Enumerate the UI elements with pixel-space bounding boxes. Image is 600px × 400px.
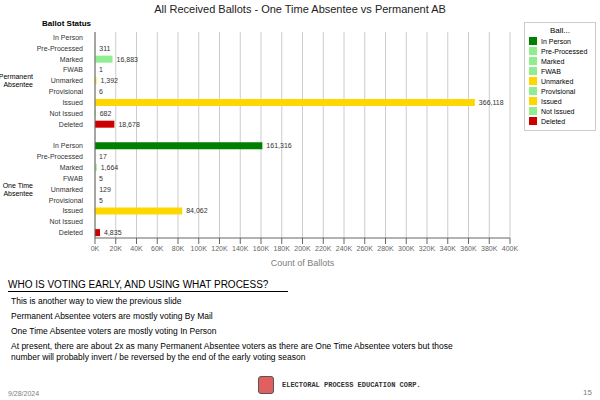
svg-text:161,316: 161,316 [266,142,291,149]
svg-text:280K: 280K [377,245,394,252]
svg-text:16,883: 16,883 [117,56,139,63]
svg-text:311: 311 [99,45,110,52]
svg-text:140K: 140K [232,245,249,252]
svg-text:240K: 240K [336,245,353,252]
html-text:Ballot Status: Ballot Status [42,19,91,28]
svg-text:100K: 100K [191,245,208,252]
svg-text:Not Issued: Not Issued [50,218,84,225]
html-text:Not Issued: Not Issued [541,107,575,115]
svg-text:129: 129 [99,186,111,193]
html-text:Ball...: Ball... [550,26,570,35]
svg-text:380K: 380K [481,245,498,252]
svg-text:Unmarked: Unmarked [51,77,83,84]
svg-text:Absentee: Absentee [8,81,33,88]
html-text:Unmarked: Unmarked [541,77,574,85]
svg-text:18,678: 18,678 [118,121,140,128]
svg-text:200K: 200K [294,245,311,252]
svg-text:Count of Ballots: Count of Ballots [271,258,335,268]
svg-text:5: 5 [99,197,103,204]
svg-text:Not Issued: Not Issued [50,110,84,117]
svg-text:180K: 180K [274,245,291,252]
svg-text:340K: 340K [440,245,457,252]
html-text:This is another way to view th: This is another way to view the previous… [11,296,182,306]
svg-text:Issued: Issued [62,99,83,106]
html-text:In Person: In Person [541,37,571,45]
svg-text:220K: 220K [315,245,332,252]
svg-text:Marked: Marked [60,164,83,171]
svg-text:Absentee: Absentee [8,190,33,197]
svg-text:260K: 260K [357,245,374,252]
svg-text:FWAB: FWAB [63,66,83,73]
html-text:At present, there are about 2x: At present, there are about 2x as many P… [11,341,453,362]
svg-text:20K: 20K [110,245,123,252]
svg-text:FWAB: FWAB [63,175,83,182]
svg-text:4,835: 4,835 [104,229,122,236]
svg-text:682: 682 [100,110,112,117]
svg-text:Unmarked: Unmarked [51,186,83,193]
html-text:WHO IS VOTING EARLY, AND USING: WHO IS VOTING EARLY, AND USING WHAT PROC… [8,279,269,290]
html-text:FWAB: FWAB [541,67,561,75]
svg-text:300K: 300K [398,245,415,252]
svg-text:60K: 60K [151,245,164,252]
svg-text:Pre-Processed: Pre-Processed [37,45,83,52]
html-text:Provisional: Provisional [541,87,576,95]
svg-text:120K: 120K [211,245,228,252]
svg-text:80K: 80K [172,245,185,252]
svg-text:Issued: Issued [62,207,83,214]
html-text:Issued: Issued [541,97,562,105]
svg-text:6: 6 [99,88,103,95]
svg-text:160K: 160K [253,245,270,252]
html-text:Deleted: Deleted [541,117,566,125]
svg-text:1: 1 [99,66,103,73]
svg-text:1,664: 1,664 [101,164,119,171]
svg-text:5: 5 [99,175,103,182]
svg-text:Deleted: Deleted [59,121,83,128]
svg-text:In Person: In Person [53,142,83,149]
svg-text:Deleted: Deleted [59,229,83,236]
svg-text:Provisional: Provisional [49,197,84,204]
html-text:15: 15 [583,388,592,397]
svg-text:One Time: One Time [8,182,33,189]
svg-text:Provisional: Provisional [49,88,84,95]
svg-text:1,392: 1,392 [100,77,118,84]
svg-text:360K: 360K [460,245,477,252]
svg-text:Pre-Processed: Pre-Processed [37,153,83,160]
svg-text:0K: 0K [91,245,100,252]
svg-text:Permanent: Permanent [8,73,33,80]
svg-text:400K: 400K [502,245,519,252]
svg-text:84,062: 84,062 [186,207,208,214]
svg-text:17: 17 [99,153,107,160]
html-text:Permanent Absentee voters are: Permanent Absentee voters are mostly vot… [11,311,213,321]
svg-text:320K: 320K [419,245,436,252]
svg-text:In Person: In Person [53,34,83,41]
html-text:ELECTORAL PROCESS EDUCATION CO: ELECTORAL PROCESS EDUCATION CORP. [282,381,421,389]
html-text:Marked: Marked [541,57,565,65]
svg-text:40K: 40K [130,245,143,252]
html-text:9/28/2024: 9/28/2024 [8,390,40,397]
html-text:Pre-Processed: Pre-Processed [541,47,588,55]
svg-text:366,118: 366,118 [479,99,504,106]
html-text:One Time Absentee voters are m: One Time Absentee voters are mostly voti… [11,326,217,336]
html-text:All Received Ballots - One Tim: All Received Ballots - One Time Absentee… [154,3,446,15]
svg-text:Marked: Marked [60,56,83,63]
